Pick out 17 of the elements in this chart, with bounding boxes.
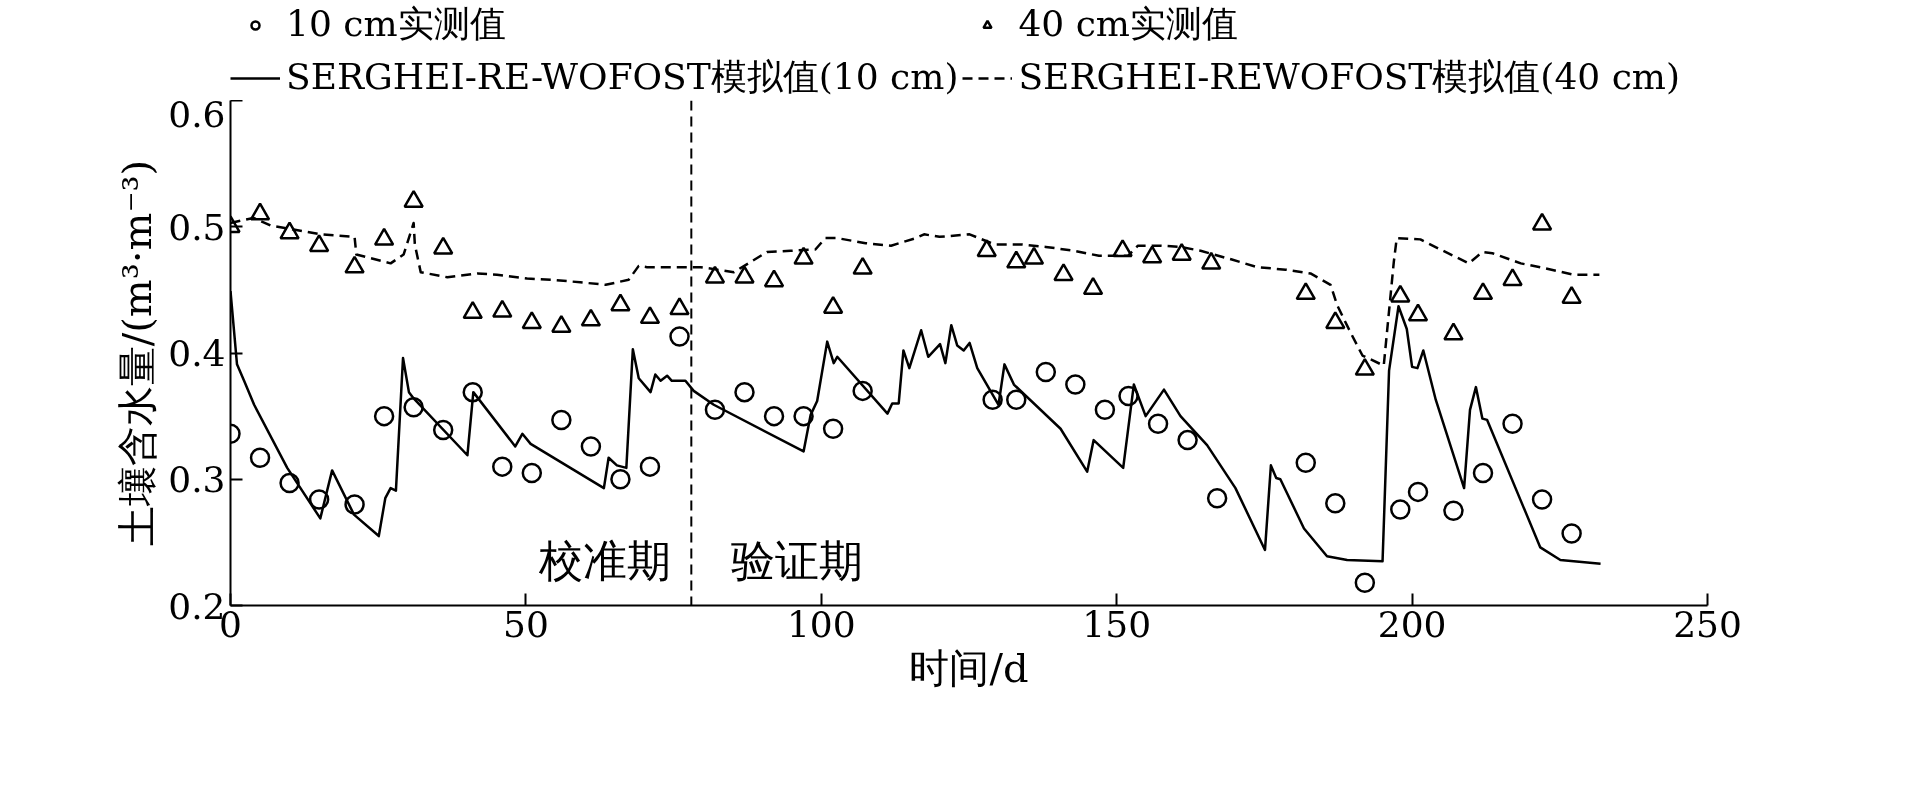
annotation: 验证期 bbox=[731, 534, 864, 586]
y-tick-label: 0.5 bbox=[168, 206, 226, 248]
legend-label: 40 cm实测值 bbox=[1018, 2, 1238, 46]
y-tick-label: 0.4 bbox=[168, 333, 226, 374]
legend-label: 10 cm实测值 bbox=[286, 2, 506, 46]
x-tick-label: 100 bbox=[786, 603, 856, 645]
x-tick-label: 250 bbox=[1673, 603, 1742, 645]
y-axis-title: 土壤含水量/(m³·m⁻³) bbox=[114, 159, 161, 547]
y-tick-label: 0.3 bbox=[168, 459, 226, 501]
legend-label: SERGHEI-REWOFOST模拟值(40 cm) bbox=[1018, 55, 1681, 99]
x-tick-label: 50 bbox=[503, 603, 549, 645]
x-tick-label: 150 bbox=[1082, 603, 1152, 645]
legend-label: SERGHEI-RE-WOFOST模拟值(10 cm) bbox=[286, 55, 959, 99]
x-tick-label: 200 bbox=[1377, 603, 1447, 645]
y-tick-label: 0.6 bbox=[168, 93, 226, 135]
annotation: 校准期 bbox=[538, 534, 672, 586]
x-axis-title: 时间/d bbox=[909, 644, 1029, 691]
